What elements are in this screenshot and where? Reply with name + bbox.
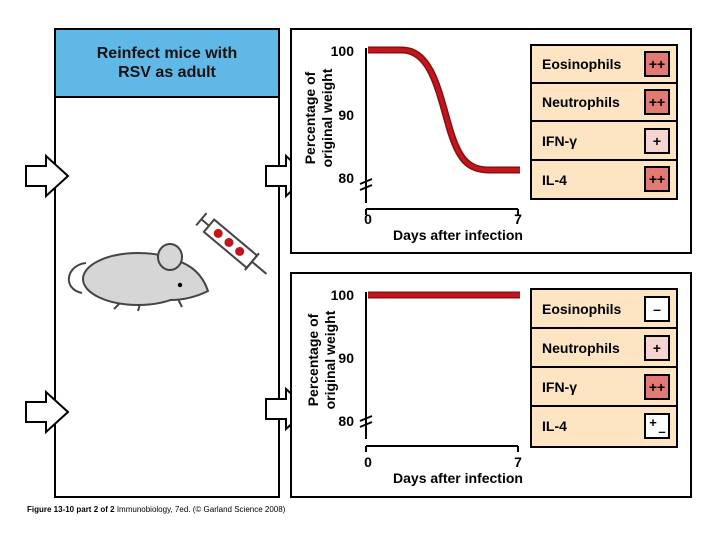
y-label-line1: Percentage of — [305, 313, 321, 406]
left-panel-title-line2: RSV as adult — [118, 64, 216, 81]
mouse-syringe-illustration — [67, 212, 268, 312]
x-tick-0: 0 — [364, 211, 372, 227]
marker-label-eosinophils: Eosinophils — [542, 56, 622, 72]
caption-copyright: (© Garland Science 2008) — [192, 505, 286, 514]
badge-value-il4: ++ — [649, 171, 665, 187]
y-label-line2: original weight — [319, 68, 335, 167]
y-tick-80: 80 — [338, 170, 354, 186]
caption-figure-ref: Figure 13-10 part 2 of 2 — [27, 505, 115, 514]
marker-label-eosinophils: Eosinophils — [542, 301, 622, 317]
marker-label-neutrophils: Neutrophils — [542, 340, 620, 356]
y-tick-100: 100 — [331, 43, 355, 59]
badge-ifn — [644, 374, 670, 400]
x-tick-7: 7 — [514, 211, 522, 227]
y-tick-100: 100 — [331, 287, 355, 303]
mouse-icon — [67, 243, 210, 312]
marker-label-il4: IL-4 — [542, 172, 567, 188]
badge-value-il4-extra: – — [658, 424, 665, 439]
syringe-icon — [195, 212, 268, 275]
badge-value-ifn: ++ — [649, 379, 665, 395]
badge-value-il4: + — [649, 415, 657, 430]
marker-label-il4: IL-4 — [542, 418, 567, 434]
y-tick-90: 90 — [338, 350, 354, 366]
y-tick-80: 80 — [338, 413, 354, 429]
badge-ifn — [644, 128, 670, 154]
badge-value-ifn: + — [653, 133, 661, 149]
result-chart-bottom: Percentage of original weight 100 90 80 … — [305, 287, 678, 486]
left-arrow-bottom — [25, 389, 70, 435]
x-tick-0: 0 — [364, 454, 372, 470]
x-axis-label: Days after infection — [393, 470, 523, 486]
caption-book: Immunobiology, 7ed. — [116, 505, 191, 514]
y-tick-90: 90 — [338, 107, 354, 123]
badge-il4 — [644, 413, 670, 439]
left-arrow-top — [25, 153, 70, 199]
x-tick-7: 7 — [514, 454, 522, 470]
x-axis-label: Days after infection — [393, 227, 523, 243]
weight-curve — [368, 48, 520, 172]
figure-caption: Figure 13-10 part 2 of 2 Immunobiology, … — [27, 505, 285, 514]
marker-label-ifn: IFN-γ — [542, 379, 577, 395]
badge-eosinophils — [644, 51, 670, 77]
y-label-line1: Percentage of — [302, 71, 318, 164]
left-panel-header: Reinfect mice with RSV as adult — [56, 30, 278, 98]
marker-label-ifn: IFN-γ — [542, 133, 577, 149]
badge-value-eosinophils: – — [653, 301, 661, 317]
badge-value-eosinophils: ++ — [649, 56, 665, 72]
left-panel-title-line1: Reinfect mice with — [96, 45, 238, 62]
badge-eosinophils — [644, 296, 670, 322]
badge-value-neutrophils: + — [653, 340, 661, 356]
badge-il4 — [644, 166, 670, 192]
result-chart-top: Percentage of original weight 100 90 80 … — [302, 43, 678, 243]
badge-neutrophils — [644, 89, 670, 115]
marker-label-neutrophils: Neutrophils — [542, 94, 620, 110]
badge-value-neutrophils: ++ — [649, 94, 665, 110]
y-label-line2: original weight — [322, 310, 338, 409]
badge-neutrophils — [644, 335, 670, 361]
